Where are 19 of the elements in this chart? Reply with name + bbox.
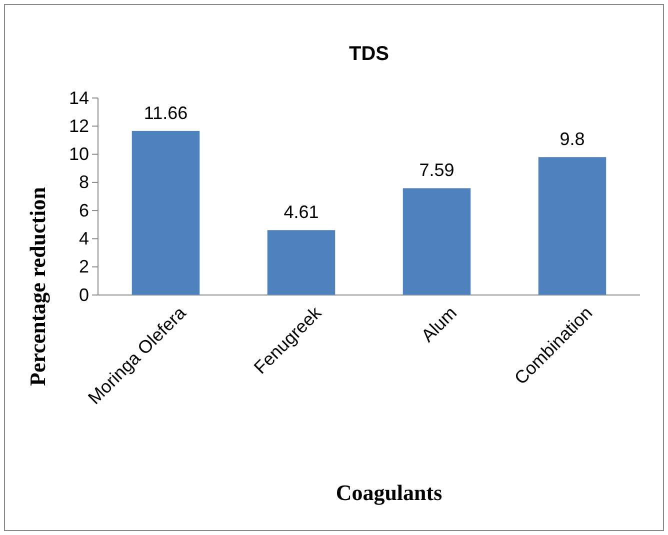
bar	[132, 130, 200, 295]
data-label: 9.8	[560, 129, 585, 150]
data-label: 4.61	[284, 202, 319, 222]
bar	[402, 188, 471, 295]
y-tick-label: 8	[78, 172, 89, 192]
data-label: 7.59	[419, 160, 454, 180]
bar	[538, 157, 606, 295]
y-tick-label: 2	[78, 256, 89, 277]
bar	[267, 230, 336, 295]
y-tick-label: 4	[78, 228, 89, 248]
y-axis-title: Percentage reduction	[25, 187, 50, 386]
chart-title: TDS	[349, 43, 389, 65]
y-tick-label: 10	[68, 144, 89, 164]
y-tick-label: 12	[68, 116, 89, 136]
data-label: 11.66	[144, 102, 188, 123]
y-tick-label: 0	[78, 284, 89, 305]
y-tick-label: 14	[68, 88, 89, 108]
y-tick-label: 6	[78, 200, 89, 220]
x-axis-title: Coagulants	[336, 480, 443, 505]
